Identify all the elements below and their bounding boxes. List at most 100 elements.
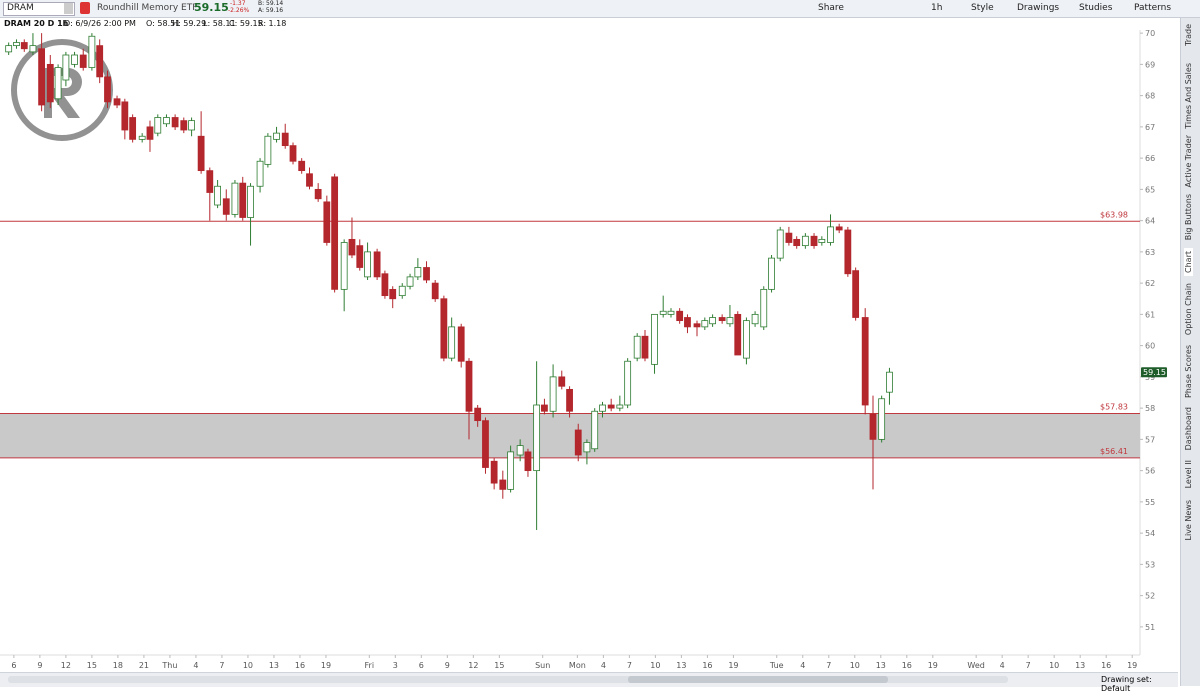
candle-body — [591, 410, 599, 450]
candle-body — [583, 442, 591, 453]
candle-body — [607, 404, 615, 409]
x-tick-label: 16 — [1101, 661, 1111, 670]
tab[interactable]: Trade — [1184, 24, 1193, 46]
candle-body — [793, 238, 801, 247]
candle-body — [751, 313, 759, 325]
candle-body — [440, 298, 448, 359]
x-tick-label: 12 — [61, 661, 71, 670]
button[interactable]: Patterns — [1134, 3, 1172, 13]
candle-body — [71, 54, 78, 65]
y-tick-label: 52 — [1145, 592, 1155, 601]
y-tick-label: 68 — [1145, 92, 1155, 101]
alert-icon[interactable] — [80, 2, 90, 14]
tab[interactable]: Level II — [1184, 460, 1193, 489]
toolbar: DRAM Roundhill Memory ETF 59.15 -1.37 -2… — [0, 0, 1200, 18]
candle-body — [516, 445, 524, 456]
tab[interactable]: Big Buttons — [1184, 194, 1193, 241]
x-tick-label: 21 — [139, 661, 149, 670]
level-label: $63.98 — [1100, 210, 1128, 219]
candle-body — [171, 117, 179, 128]
candle-body — [62, 54, 70, 81]
candle-body — [38, 48, 46, 106]
drawing-set[interactable]: Drawing set: Default — [1101, 675, 1152, 693]
candle-body — [314, 188, 322, 200]
candle-body — [222, 198, 230, 215]
candle-body — [457, 326, 465, 362]
candle-body — [373, 251, 381, 278]
candle-body — [121, 101, 129, 131]
x-tick-label: 9 — [37, 661, 42, 670]
candle-body — [641, 335, 649, 359]
y-tick-label: 56 — [1145, 467, 1155, 476]
x-tick-label: 4 — [800, 661, 805, 670]
candle-body — [651, 313, 658, 365]
candle-body — [5, 45, 13, 53]
x-tick-label: 19 — [728, 661, 738, 670]
tab[interactable]: Live News — [1184, 500, 1193, 541]
y-tick-label: 57 — [1145, 435, 1155, 444]
candle-body — [667, 310, 675, 315]
candle-body — [886, 371, 893, 393]
tab[interactable]: Dashboard — [1184, 407, 1193, 451]
candle-body — [214, 185, 221, 206]
last-price-box — [1141, 367, 1167, 378]
candle-body — [231, 182, 239, 215]
x-tick-label: 12 — [468, 661, 478, 670]
tab[interactable]: Phase Scores — [1184, 345, 1193, 399]
scrollbar[interactable] — [8, 676, 1008, 683]
candle-body — [331, 176, 339, 290]
candle-body — [760, 288, 768, 328]
candle-body — [154, 117, 162, 134]
x-tick-label: 19 — [928, 661, 938, 670]
symbol-box[interactable]: DRAM — [3, 2, 75, 16]
candle-body — [743, 320, 750, 359]
x-tick-label: 7 — [219, 661, 224, 670]
candle-body — [499, 479, 507, 490]
y-tick-label: 69 — [1145, 60, 1155, 69]
candle-body — [574, 429, 582, 456]
candle-body — [482, 420, 489, 468]
candle-body — [54, 67, 62, 100]
symbol: DRAM — [7, 3, 34, 13]
candle-body — [281, 132, 289, 147]
candle-body — [844, 229, 852, 275]
y-tick-label: 64 — [1145, 217, 1155, 226]
button[interactable]: Studies — [1079, 3, 1113, 13]
button[interactable]: 1h — [931, 3, 943, 13]
y-tick-label: 51 — [1145, 623, 1155, 632]
button[interactable]: Style — [971, 3, 994, 13]
x-tick-label: 7 — [1026, 661, 1031, 670]
change: -1.37 — [230, 0, 246, 7]
candle-body — [180, 120, 188, 131]
candle-body — [676, 310, 684, 322]
chart: $63.98$57.83$56.415152535455565758596061… — [0, 29, 1167, 670]
candle-body — [549, 376, 557, 412]
candle-body — [348, 238, 356, 256]
tab[interactable]: Chart — [1184, 248, 1193, 276]
candle-body — [406, 276, 414, 287]
candle-body — [298, 160, 306, 172]
info: L: 58.11 — [203, 19, 236, 28]
y-tick-label: 58 — [1145, 404, 1155, 413]
x-tick-label: 16 — [295, 661, 305, 670]
x-tick-label: Tue — [769, 661, 784, 670]
x-tick-label: 13 — [876, 661, 886, 670]
candle-body — [323, 201, 331, 243]
tab[interactable]: Times And Sales — [1184, 63, 1193, 129]
y-tick-label: 62 — [1145, 279, 1155, 288]
candle-body — [20, 42, 28, 50]
candle-body — [852, 270, 860, 318]
button[interactable]: Share — [818, 3, 844, 13]
candle-body — [633, 335, 641, 359]
button[interactable]: Drawings — [1017, 3, 1060, 13]
candle-body — [474, 407, 482, 422]
tab[interactable]: Option Chain — [1184, 283, 1193, 336]
x-tick-label: 7 — [627, 661, 632, 670]
candle-body — [734, 313, 742, 356]
tab[interactable]: Active Trader — [1184, 135, 1193, 188]
x-tick-label: Mon — [569, 661, 586, 670]
x-tick-label: 6 — [11, 661, 16, 670]
candle-body — [247, 185, 254, 218]
candle-body — [431, 282, 439, 300]
candle-body — [389, 288, 397, 300]
